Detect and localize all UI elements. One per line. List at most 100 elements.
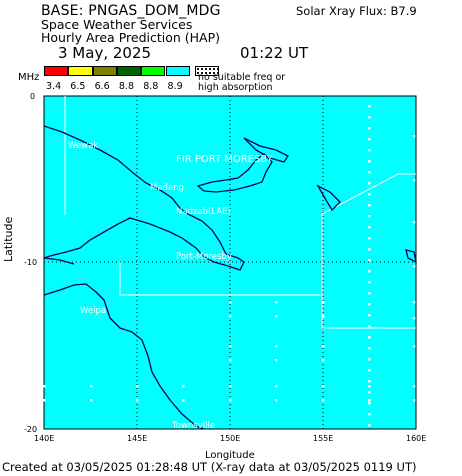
no-freq-dot [368,149,371,152]
lon-tick-140: 140E [34,434,54,443]
no-freq-dot [43,385,46,388]
no-freq-dot [368,226,371,229]
no-freq-dot [322,385,325,388]
legend-swatch-3 [116,66,142,76]
legend-swatch-5 [165,66,190,76]
no-freq-dot [368,193,371,196]
no-freq-dot [368,116,371,119]
no-freq-swatch [195,66,220,76]
no-freq-dot [368,259,371,262]
no-freq-label: no suitable freq or high absorption [198,72,286,93]
lat-tick-10: -10 [24,258,37,267]
no-freq-dot [229,399,232,402]
no-freq-dot [275,345,278,348]
place-townsville: Townsville [171,421,215,431]
no-freq-dot [368,292,371,295]
no-freq-dot [368,325,371,328]
no-freq-dot [413,317,416,320]
no-freq-dot [229,385,232,388]
no-freq-dot [229,345,232,348]
lon-tick-160: 160E [406,434,426,443]
no-freq-dot [368,413,371,416]
no-freq-dot [136,399,139,402]
no-freq-dot [368,399,371,402]
coastline [43,125,417,430]
legend-label-3: 8.8 [118,81,134,92]
y-axis-label: Latitude [2,216,15,262]
no-freq-dot [322,301,325,304]
no-freq-dot [368,204,371,207]
no-freq-dot [413,301,416,304]
no-freq-dot [368,402,371,405]
lat-tick-20: -20 [24,425,37,434]
no-freq-dot [413,135,416,138]
no-freq-dot [368,237,371,240]
place-port-moresby: Port-Moresby [176,252,232,262]
no-freq-dot [368,215,371,218]
legend-label-1: 6.5 [70,81,86,92]
no-freq-dot [413,345,416,348]
no-freq-dot [368,160,371,163]
no-freq-dot [413,385,416,388]
no-freq-dot [413,265,416,268]
legend-unit: MHz [18,72,40,83]
no-freq-dot [90,385,93,388]
no-freq-dot [368,138,371,141]
fir-label: FIR PORT MORESBY [176,154,274,165]
no-freq-markers [43,105,416,427]
no-freq-dot [368,303,371,306]
no-freq-dot [322,359,325,362]
no-freq-dot [43,399,46,402]
legend-label-4: 8.8 [143,81,159,92]
no-freq-dot [182,385,185,388]
place-nadzab: Nadzab(LAE) [176,207,231,217]
no-freq-dot [322,399,325,402]
no-freq-dot [275,301,278,304]
no-freq-dot [182,399,185,402]
map-area [43,95,417,430]
no-freq-dot [90,399,93,402]
lon-tick-155: 155E [313,434,333,443]
no-freq-dot [368,270,371,273]
no-freq-dot [368,369,371,372]
place-weipa: Weipa [80,306,106,316]
fir-boundary [64,96,416,329]
x-axis-label: Longitude [205,450,255,461]
service-name: Space Weather Services [41,17,193,32]
no-freq-dot [368,347,371,350]
no-freq-dot [368,336,371,339]
no-freq-dot [368,248,371,251]
lon-tick-150: 150E [220,434,240,443]
no-freq-dot [229,315,232,318]
place-wewak: Wewak [68,141,98,151]
no-freq-dot [275,359,278,362]
no-freq-dot [413,221,416,224]
no-freq-dot [368,314,371,317]
no-freq-dot [322,345,325,348]
no-freq-dot [275,315,278,318]
no-freq-dot [368,127,371,130]
product-name: Hourly Area Prediction (HAP) [41,30,221,45]
no-freq-dot [368,380,371,383]
legend-swatch-0 [44,66,69,76]
lon-tick-145: 145E [127,434,147,443]
no-freq-dot [229,359,232,362]
no-freq-dot [229,301,232,304]
no-freq-dot [368,281,371,284]
no-freq-dot [275,399,278,402]
no-freq-dot [413,179,416,182]
no-freq-dot [136,385,139,388]
no-freq-dot [413,399,416,402]
no-freq-dot [368,182,371,185]
xray-flux: Solar Xray Flux: B7.9 [296,4,417,18]
no-freq-dot [368,391,371,394]
legend-label-2: 6.6 [94,81,110,92]
legend-swatch-1 [68,66,93,76]
no-freq-dot [368,171,371,174]
legend-label-5: 8.9 [167,81,183,92]
legend-label-0: 3.4 [46,81,62,92]
no-freq-dot [368,424,371,427]
no-freq-dot [368,358,371,361]
no-freq-dot [275,385,278,388]
